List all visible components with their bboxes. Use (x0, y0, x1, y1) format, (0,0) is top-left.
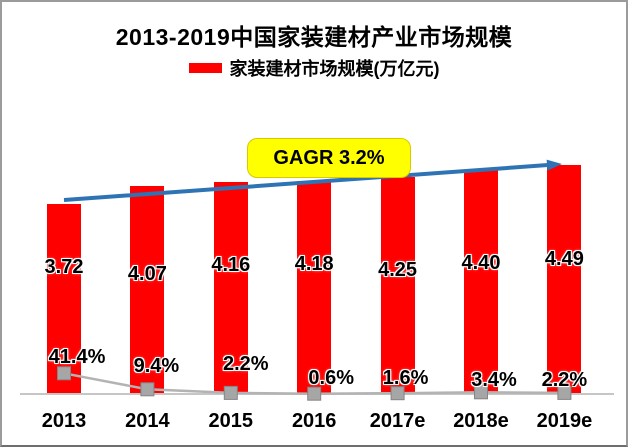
growth-marker-2013 (57, 366, 71, 381)
x-axis-label-2017e: 2017e (369, 410, 426, 432)
trend-arrow-line (63, 162, 554, 202)
cagr-callout: GAGR 3.2% (247, 138, 411, 178)
bar-value-label-2013: 3.72 (44, 256, 84, 278)
chart-title: 2013-2019中国家装建材产业市场规模 (115, 24, 513, 50)
growth-pct-label-2017e: 1.6% (382, 367, 429, 389)
x-axis-label-2018e: 2018e (453, 410, 509, 432)
bar-value-label-2017e: 4.25 (378, 259, 418, 281)
x-axis-label-2019e: 2019e (536, 410, 593, 432)
bar-value-label-2015: 4.16 (211, 254, 251, 276)
trend-arrow-head (546, 159, 562, 171)
bar-value-label-2016: 4.18 (294, 253, 334, 275)
growth-marker-2014 (140, 382, 155, 397)
growth-marker-2016 (307, 386, 322, 401)
growth-pct-label-2015: 2.2% (223, 353, 269, 375)
growth-marker-2015 (223, 385, 238, 400)
bar-2016 (297, 180, 332, 394)
bar-value-label-2014: 4.07 (127, 263, 167, 285)
legend-label: 家装建材市场规模(万亿元) (229, 59, 440, 79)
growth-marker-2017e (390, 386, 405, 401)
growth-pct-label-2016: 0.6% (308, 367, 354, 389)
bar-2018e (464, 169, 498, 394)
bar-2014 (130, 186, 165, 394)
x-axis-label-2016: 2016 (291, 410, 337, 432)
bar-2017e (380, 177, 415, 394)
legend-swatch (188, 63, 222, 73)
growth-pct-label-2018e: 3.4% (471, 369, 517, 391)
x-axis-label-2013: 2013 (41, 410, 87, 432)
bar-value-label-2019e: 4.49 (544, 248, 584, 270)
bar-value-label-2018e: 4.40 (461, 252, 501, 274)
growth-marker-2018e (474, 385, 488, 400)
x-axis-label-2014: 2014 (125, 410, 170, 432)
growth-pct-label-2013: 41.4% (48, 346, 106, 368)
growth-marker-2019e (557, 385, 572, 400)
bar-2019e (547, 165, 582, 394)
bar-2015 (213, 181, 248, 394)
bar-2013 (47, 204, 81, 394)
growth-pct-label-2014: 9.4% (133, 355, 180, 377)
x-axis-label-2015: 2015 (208, 410, 254, 432)
cagr-callout-text: GAGR 3.2% (273, 146, 385, 169)
legend: 家装建材市场规模(万亿元) (2, 55, 626, 81)
growth-pct-label-2019e: 2.2% (541, 369, 588, 391)
